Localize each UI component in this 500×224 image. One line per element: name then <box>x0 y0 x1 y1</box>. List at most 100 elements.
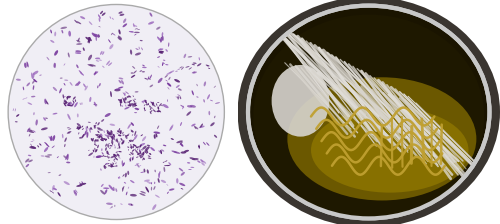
Ellipse shape <box>86 37 89 40</box>
Ellipse shape <box>82 134 84 137</box>
Ellipse shape <box>95 71 96 75</box>
Ellipse shape <box>131 204 132 206</box>
Ellipse shape <box>142 101 144 103</box>
Ellipse shape <box>126 96 130 97</box>
Ellipse shape <box>70 104 73 106</box>
Ellipse shape <box>108 62 112 66</box>
Ellipse shape <box>95 134 98 136</box>
Ellipse shape <box>129 154 131 155</box>
Ellipse shape <box>122 187 124 192</box>
Ellipse shape <box>140 151 141 153</box>
Text: B: B <box>246 7 269 34</box>
Ellipse shape <box>115 155 117 157</box>
Ellipse shape <box>128 171 129 175</box>
Ellipse shape <box>116 153 119 157</box>
Ellipse shape <box>82 47 84 51</box>
Ellipse shape <box>118 157 120 158</box>
Ellipse shape <box>162 104 168 108</box>
Ellipse shape <box>107 131 108 134</box>
Ellipse shape <box>102 153 104 155</box>
Ellipse shape <box>140 143 145 146</box>
Ellipse shape <box>106 153 109 154</box>
Ellipse shape <box>77 41 80 43</box>
Ellipse shape <box>116 165 117 167</box>
Ellipse shape <box>138 148 141 152</box>
Ellipse shape <box>98 35 100 38</box>
Ellipse shape <box>87 126 88 128</box>
Ellipse shape <box>15 108 16 112</box>
Ellipse shape <box>130 130 134 132</box>
Ellipse shape <box>60 27 67 29</box>
Ellipse shape <box>106 164 108 165</box>
Ellipse shape <box>162 62 165 64</box>
Ellipse shape <box>169 126 172 131</box>
Ellipse shape <box>142 136 146 141</box>
Ellipse shape <box>184 54 186 58</box>
Ellipse shape <box>101 139 104 141</box>
Ellipse shape <box>138 154 140 157</box>
Ellipse shape <box>114 136 115 138</box>
Ellipse shape <box>98 131 100 133</box>
Ellipse shape <box>311 108 468 193</box>
Ellipse shape <box>150 101 154 104</box>
Ellipse shape <box>122 174 124 177</box>
Ellipse shape <box>90 138 94 142</box>
Ellipse shape <box>210 100 213 101</box>
Ellipse shape <box>108 154 110 155</box>
Ellipse shape <box>148 157 152 159</box>
Ellipse shape <box>181 67 184 70</box>
Ellipse shape <box>191 124 196 127</box>
Ellipse shape <box>151 102 154 105</box>
Ellipse shape <box>157 125 159 129</box>
Ellipse shape <box>115 89 120 90</box>
Ellipse shape <box>163 145 166 146</box>
Ellipse shape <box>67 132 70 134</box>
Ellipse shape <box>33 71 38 75</box>
Ellipse shape <box>180 142 182 145</box>
Ellipse shape <box>176 140 183 143</box>
Ellipse shape <box>214 116 216 118</box>
Ellipse shape <box>136 48 138 50</box>
Ellipse shape <box>74 190 76 195</box>
Ellipse shape <box>137 149 138 150</box>
Ellipse shape <box>159 111 161 112</box>
Ellipse shape <box>201 162 205 166</box>
Ellipse shape <box>101 119 104 122</box>
Ellipse shape <box>210 122 214 126</box>
Ellipse shape <box>178 96 179 100</box>
Ellipse shape <box>52 113 58 114</box>
Ellipse shape <box>124 182 126 184</box>
Ellipse shape <box>158 173 160 178</box>
Ellipse shape <box>136 147 138 148</box>
Ellipse shape <box>196 97 198 98</box>
Ellipse shape <box>138 153 140 155</box>
Ellipse shape <box>30 146 36 149</box>
Ellipse shape <box>78 81 80 86</box>
Ellipse shape <box>118 78 124 80</box>
Ellipse shape <box>99 83 101 86</box>
Ellipse shape <box>116 188 117 192</box>
Ellipse shape <box>120 203 122 205</box>
Ellipse shape <box>40 75 42 76</box>
Ellipse shape <box>68 114 70 120</box>
Ellipse shape <box>126 97 128 98</box>
Ellipse shape <box>132 66 135 69</box>
Ellipse shape <box>40 155 44 157</box>
Ellipse shape <box>98 136 101 139</box>
Ellipse shape <box>192 90 194 95</box>
Ellipse shape <box>170 138 174 140</box>
Ellipse shape <box>62 30 64 33</box>
Ellipse shape <box>104 165 106 168</box>
Ellipse shape <box>166 165 170 166</box>
Ellipse shape <box>137 154 139 155</box>
Ellipse shape <box>100 11 103 14</box>
Ellipse shape <box>162 62 164 66</box>
Ellipse shape <box>144 104 145 106</box>
Ellipse shape <box>144 158 145 160</box>
Ellipse shape <box>198 57 200 60</box>
Ellipse shape <box>13 108 14 111</box>
Ellipse shape <box>84 130 87 135</box>
Ellipse shape <box>114 138 116 140</box>
Ellipse shape <box>166 165 170 166</box>
Ellipse shape <box>70 82 72 86</box>
